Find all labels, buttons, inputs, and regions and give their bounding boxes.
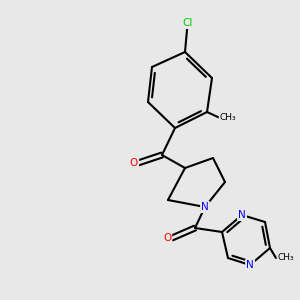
Text: N: N	[246, 260, 254, 270]
Text: CH₃: CH₃	[278, 254, 294, 262]
Text: O: O	[130, 158, 138, 168]
Text: N: N	[238, 210, 246, 220]
Text: O: O	[163, 233, 171, 243]
Text: N: N	[201, 202, 209, 212]
Text: Cl: Cl	[183, 18, 193, 28]
Text: CH₃: CH₃	[220, 113, 236, 122]
